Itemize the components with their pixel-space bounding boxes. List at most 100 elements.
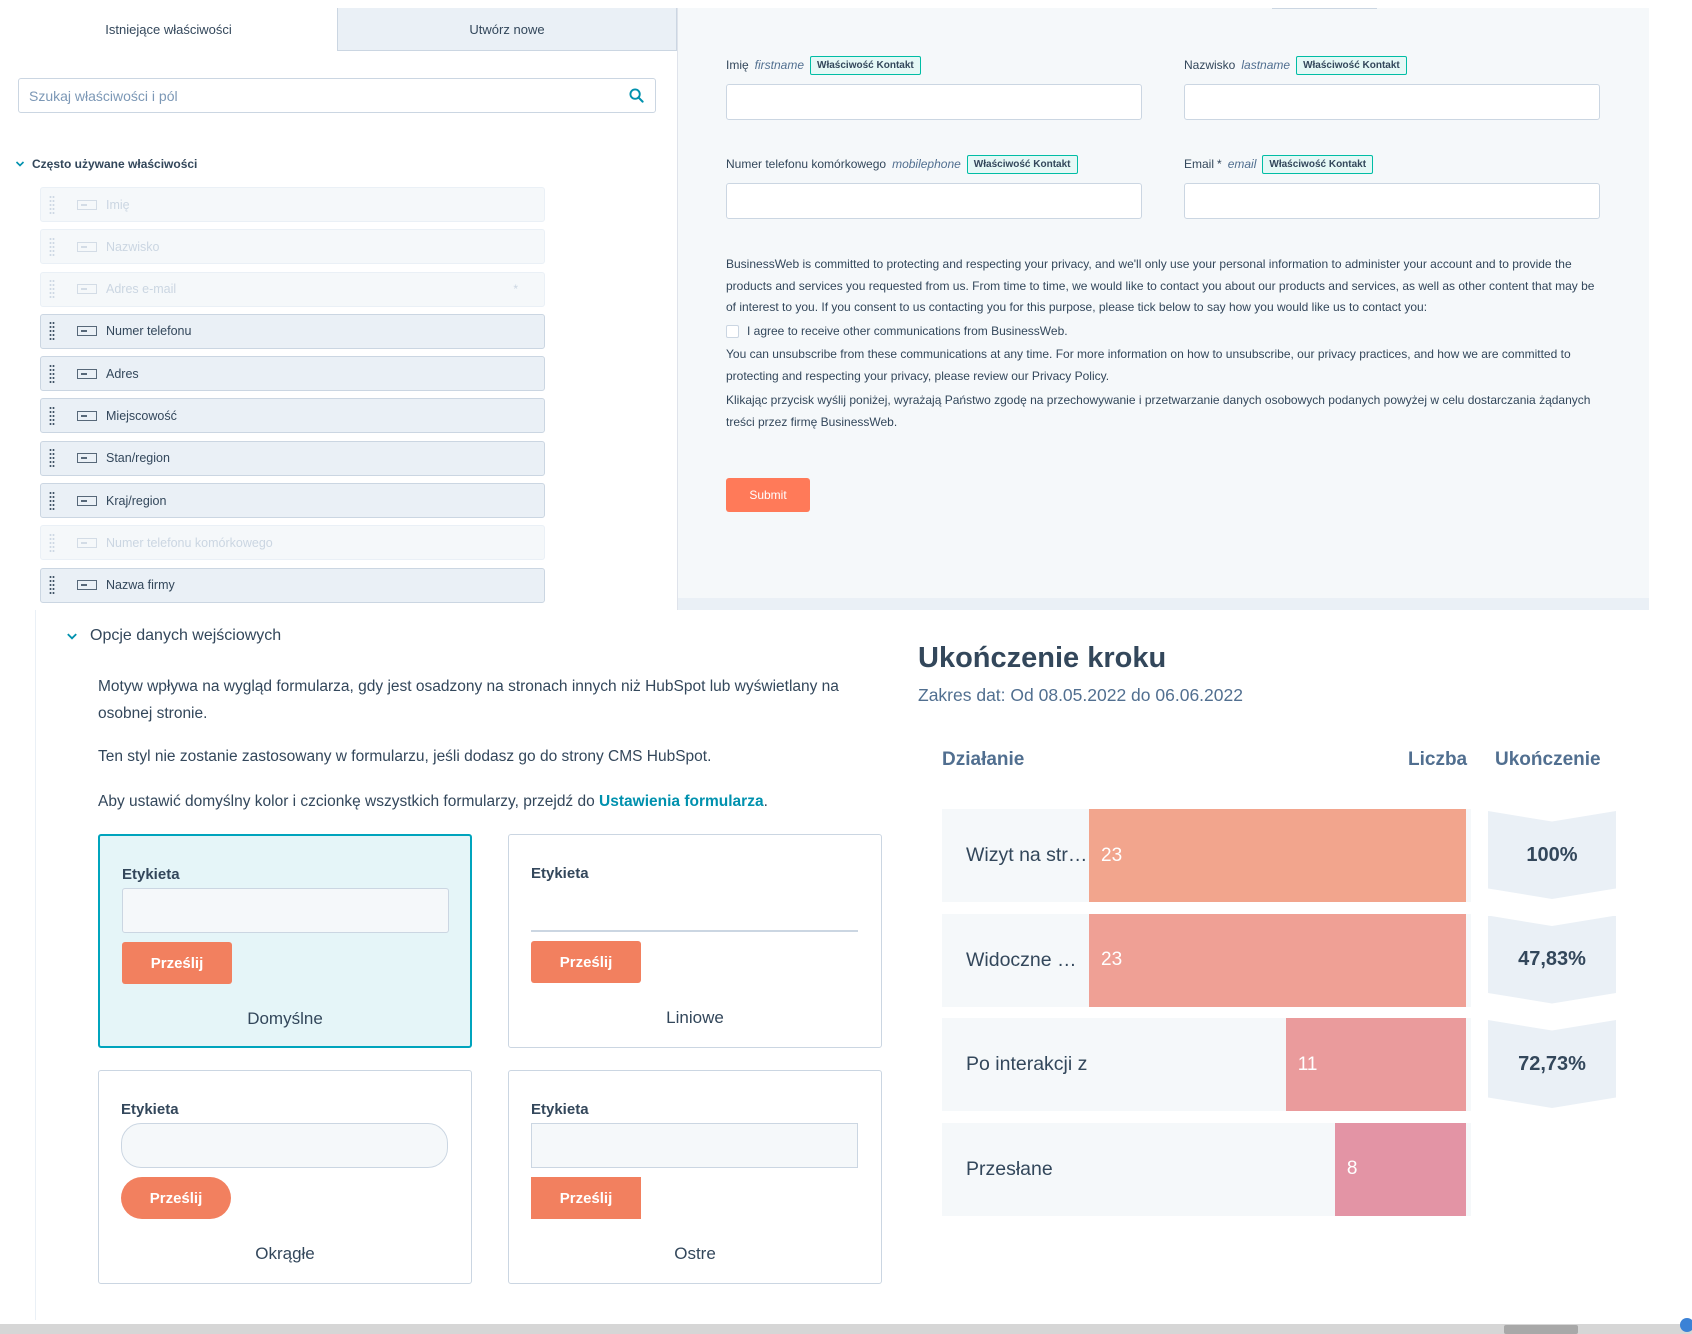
drag-handle-icon[interactable]: [49, 321, 57, 341]
step-label: Po interakcji z: [966, 1053, 1088, 1075]
drag-handle-icon[interactable]: [49, 195, 57, 215]
divider: [1272, 8, 1377, 9]
theme-card-line[interactable]: Etykieta Prześlij Liniowe: [508, 834, 882, 1048]
text-field-icon: [77, 580, 97, 591]
field-email: Email * email Właściwość Kontakt: [1184, 153, 1600, 219]
drag-handle-icon[interactable]: [49, 448, 57, 468]
property-label: Adres e-mail: [106, 282, 177, 297]
card-label: Etykieta: [122, 866, 180, 883]
property-label: Stan/region: [106, 451, 170, 466]
property-label: Adres: [106, 366, 139, 381]
drag-handle-icon[interactable]: [49, 575, 57, 595]
cms-note: Ten styl nie zostanie zastosowany w form…: [98, 748, 712, 765]
theme-card-default[interactable]: Etykieta Prześlij Domyślne: [98, 834, 472, 1048]
field-label: Numer telefonu komórkowego: [726, 157, 887, 171]
drag-handle-icon[interactable]: [49, 364, 57, 384]
property-item[interactable]: Imię: [40, 187, 545, 222]
search-icon[interactable]: [627, 87, 645, 105]
count-bar: 23: [1089, 809, 1466, 902]
form-settings-link[interactable]: Ustawienia formularza: [599, 793, 764, 810]
field-label: Nazwisko: [1184, 58, 1236, 72]
tab-existing-properties[interactable]: Istniejące właściwości: [0, 8, 337, 51]
property-item[interactable]: Stan/region: [40, 440, 545, 476]
theme-card-sharp[interactable]: Etykieta Prześlij Ostre: [508, 1070, 882, 1284]
step-label: Wizyt na str…: [966, 844, 1088, 866]
theme-card-round[interactable]: Etykieta Prześlij Okrągłe: [98, 1070, 472, 1284]
step-label: Widoczne …: [966, 948, 1077, 971]
property-label: Nazwa firmy: [106, 578, 175, 593]
text-field-icon: [77, 453, 97, 464]
frequent-properties-toggle[interactable]: Często używane właściwości: [14, 157, 197, 171]
property-search: [18, 78, 656, 113]
property-badge: Właściwość Kontakt: [966, 154, 1078, 174]
property-label: Imię: [106, 197, 130, 212]
required-star: *: [513, 281, 518, 296]
input-options-toggle[interactable]: Opcje danych wejściowych: [66, 627, 281, 645]
consent-label: I agree to receive other communications …: [747, 323, 1068, 338]
internal-name: email: [1227, 157, 1257, 171]
card-label: Etykieta: [531, 865, 589, 882]
property-item[interactable]: Adres e-mail *: [40, 271, 545, 307]
lastname-input[interactable]: [1184, 84, 1600, 120]
horizontal-scrollbar[interactable]: [0, 1324, 1692, 1334]
text-field-icon: [77, 495, 97, 506]
drag-handle-icon[interactable]: [49, 279, 57, 299]
drag-handle-icon[interactable]: [49, 237, 57, 257]
property-label: Kraj/region: [106, 493, 167, 508]
internal-name: lastname: [1241, 58, 1291, 72]
sample-submit-button: Prześlij: [531, 1177, 641, 1219]
card-label: Etykieta: [531, 1101, 589, 1118]
sample-submit-button: Prześlij: [121, 1177, 231, 1219]
field-lastname: Nazwisko lastname Właściwość Kontakt: [1184, 54, 1600, 120]
theme-name: Domyślne: [247, 1009, 323, 1028]
search-input[interactable]: [29, 87, 627, 104]
consent-checkbox[interactable]: [726, 324, 739, 338]
firstname-input[interactable]: [726, 84, 1142, 120]
property-item[interactable]: Miejscowość: [40, 398, 545, 434]
chevron-down-icon: [14, 158, 26, 170]
processing-consent-text: Klikając przycisk wyślij poniżej, wyraża…: [726, 393, 1591, 429]
property-label: Nazwisko: [106, 239, 160, 254]
field-label: Imię: [726, 58, 749, 72]
submit-button[interactable]: Submit: [726, 478, 810, 512]
property-item[interactable]: Kraj/region: [40, 483, 545, 519]
email-input[interactable]: [1184, 183, 1600, 219]
completion-rate: 72,73%: [1488, 1020, 1616, 1108]
text-field-icon: [77, 410, 97, 421]
unsubscribe-text: You can unsubscribe from these communica…: [726, 347, 1571, 383]
sample-input: [531, 1123, 858, 1168]
theme-name: Ostre: [674, 1244, 716, 1263]
property-label: Numer telefonu: [106, 324, 192, 339]
property-item[interactable]: Adres: [40, 356, 545, 392]
property-label: Numer telefonu komórkowego: [106, 535, 273, 550]
section-title: Często używane właściwości: [32, 157, 198, 171]
property-item[interactable]: Nazwa firmy: [40, 567, 545, 603]
property-badge: Właściwość Kontakt: [1296, 55, 1407, 75]
text-field-icon: [77, 241, 97, 252]
sample-input: [122, 888, 449, 933]
property-tabs: Istniejące właściwości Utwórz nowe: [0, 8, 677, 51]
mobilephone-input[interactable]: [726, 183, 1142, 219]
completion-rate: 100%: [1488, 811, 1616, 899]
date-range: Zakres dat: Od 08.05.2022 do 06.06.2022: [918, 685, 1243, 705]
form-preview: Imię firstname Właściwość Kontakt Nazwis…: [677, 8, 1649, 610]
property-item[interactable]: Numer telefonu: [40, 313, 545, 349]
field-label: Email: [1184, 157, 1215, 171]
card-label: Etykieta: [121, 1101, 179, 1118]
theme-name: Liniowe: [666, 1008, 724, 1027]
properties-panel: Istniejące właściwości Utwórz nowe Częst…: [0, 0, 677, 610]
property-badge: Właściwość Kontakt: [1262, 154, 1374, 174]
drag-handle-icon[interactable]: [49, 533, 57, 553]
drag-handle-icon[interactable]: [49, 491, 57, 511]
scrollbar-thumb[interactable]: [1504, 1325, 1578, 1334]
drag-handle-icon[interactable]: [49, 406, 57, 426]
chat-launcher-icon[interactable]: [1680, 1318, 1692, 1332]
required-star: *: [1217, 157, 1222, 171]
consent-row: I agree to receive other communications …: [726, 321, 1606, 343]
section-heading: Opcje danych wejściowych: [90, 627, 282, 644]
property-item[interactable]: Nazwisko: [40, 229, 545, 265]
property-item[interactable]: Numer telefonu komórkowego: [40, 525, 545, 561]
field-mobilephone: Numer telefonu komórkowego mobilephone W…: [726, 153, 1142, 219]
tab-create-new[interactable]: Utwórz nowe: [337, 8, 677, 51]
internal-name: mobilephone: [892, 157, 961, 171]
